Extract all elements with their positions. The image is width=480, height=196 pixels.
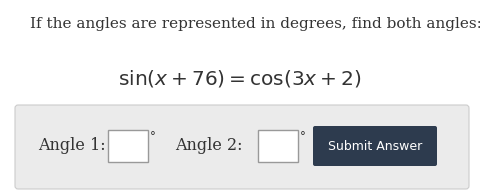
Bar bbox=[108, 130, 148, 162]
FancyBboxPatch shape bbox=[313, 126, 437, 166]
FancyBboxPatch shape bbox=[15, 105, 469, 189]
Text: °: ° bbox=[300, 130, 306, 143]
Text: Angle 1:: Angle 1: bbox=[38, 138, 106, 154]
Bar bbox=[258, 130, 298, 162]
Text: °: ° bbox=[150, 130, 156, 143]
Text: Angle 2:: Angle 2: bbox=[175, 138, 242, 154]
Text: If the angles are represented in degrees, find both angles:: If the angles are represented in degrees… bbox=[30, 17, 480, 31]
Text: Submit Answer: Submit Answer bbox=[328, 140, 422, 152]
Text: $\sin(x + 76) = \cos(3x + 2)$: $\sin(x + 76) = \cos(3x + 2)$ bbox=[118, 67, 362, 89]
